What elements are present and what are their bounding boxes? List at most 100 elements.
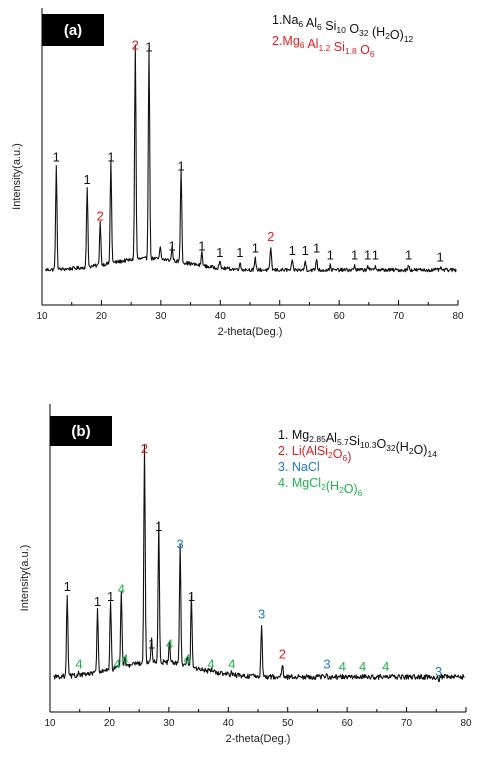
legend-text: Al xyxy=(303,16,317,30)
legend-text: O) xyxy=(414,443,428,457)
legend-text: O xyxy=(346,22,359,36)
legend-subscript: 2 xyxy=(339,485,344,495)
peak-label: 4 xyxy=(118,581,125,596)
peak-label: 3 xyxy=(177,536,184,551)
legend-text: (H xyxy=(396,440,409,454)
chart-panel-a: 10 20 30 40 50 60 70 80 2-theta(Deg.) Intensity(a… xyxy=(11,8,464,338)
legend-subscript: 10 xyxy=(336,25,346,35)
legend-entry-2: 2.Mg6 Al1.2 Si1.8 O6 xyxy=(272,34,375,59)
x-tick-label: 70 xyxy=(401,718,413,729)
x-tick-label: 30 xyxy=(155,311,167,322)
legend-subscript: 5.7 xyxy=(337,437,349,447)
legend-subscript: 10.3 xyxy=(360,440,377,450)
x-tick-label: 10 xyxy=(36,311,48,322)
legend-text: ) xyxy=(347,450,351,464)
legend-subscript: 14 xyxy=(427,449,437,459)
peak-label: 4 xyxy=(114,656,121,671)
legend-subscript: 6 xyxy=(358,488,363,498)
peak-label: 1 xyxy=(177,158,184,173)
legend-text: O) xyxy=(344,482,358,496)
peak-label: 1 xyxy=(289,243,296,258)
legend-text: O) xyxy=(390,28,404,42)
peak-label: 1 xyxy=(145,40,152,55)
peak-label: 1 xyxy=(351,247,358,262)
legend-text: Al xyxy=(305,37,319,51)
peak-label: 2 xyxy=(97,209,104,224)
peak-label: 1 xyxy=(53,149,60,164)
peak-label: 1 xyxy=(216,245,223,260)
legend-text: O xyxy=(357,43,370,57)
legend-entry-2: 2. Li(AlSi2O6) xyxy=(278,444,351,464)
xrd-trace xyxy=(53,444,465,683)
x-axis-title: 2-theta(Deg.) xyxy=(226,733,291,745)
legend-subscript: 6 xyxy=(317,22,322,32)
peak-label: 2 xyxy=(132,37,139,52)
peak-label: 3 xyxy=(435,664,442,679)
legend-text: 1.Na xyxy=(272,13,298,27)
chart-panel-b: 10 20 30 40 50 60 70 80 2-theta(Deg.) Intensity(a… xyxy=(19,404,472,745)
legend-subscript: 2 xyxy=(328,450,333,460)
peak-label: 1 xyxy=(198,238,205,253)
peak-label: 1 xyxy=(188,589,195,604)
peak-label: 3 xyxy=(258,606,265,621)
peak-label: 4 xyxy=(166,636,173,651)
peak-label: 1 xyxy=(64,579,71,594)
legend-text: Al xyxy=(326,431,337,445)
legend-entry-4: 4. MgCl2(H2O)6 xyxy=(278,476,363,498)
legend-text: (H xyxy=(369,25,386,39)
legend-subscript: 1.2 xyxy=(318,43,330,53)
legend-text: O xyxy=(376,437,386,451)
legend-subscript: 6 xyxy=(300,40,305,50)
legend-text: Si xyxy=(349,434,360,448)
x-tick-label: 40 xyxy=(223,718,235,729)
peak-label: 1 xyxy=(107,589,114,604)
legend-subscript: 2.85 xyxy=(309,434,326,444)
legend-text: O xyxy=(333,447,343,461)
peak-label: 1 xyxy=(372,247,379,262)
peak-label: 3 xyxy=(323,656,330,671)
peak-label: 1 xyxy=(94,594,101,609)
legend-text: (H xyxy=(326,479,339,493)
peak-label: 1 xyxy=(405,247,412,262)
panel-badge xyxy=(42,14,104,46)
x-axis-title: 2-theta(Deg.) xyxy=(218,326,283,338)
peak-label: 4 xyxy=(359,659,366,674)
peak-label: 2 xyxy=(279,646,286,661)
peak-label: 1 xyxy=(313,241,320,256)
x-tick-label: 80 xyxy=(460,718,472,729)
peak-label: 1 xyxy=(252,241,259,256)
legend-entry-1: 1. Mg2.85Al5.7Si10.3O32(H2O)14 xyxy=(278,428,437,459)
peak-label: 1 xyxy=(236,245,243,260)
legend-subscript: 32 xyxy=(359,28,369,38)
legend-subscript: 6 xyxy=(343,453,348,463)
legend-entry-3: 3. NaCl xyxy=(278,460,320,474)
peak-label: 1 xyxy=(327,247,334,262)
y-axis-title: Intensity(a.u.) xyxy=(11,143,23,210)
legend-subscript: 2 xyxy=(409,446,414,456)
peak-label: 4 xyxy=(207,656,214,671)
panel-badge xyxy=(50,416,112,446)
peak-label: 1 xyxy=(155,519,162,534)
legend-text: Si xyxy=(322,19,337,33)
x-tick-label: 70 xyxy=(393,311,405,322)
peak-label: 4 xyxy=(382,659,389,674)
legend-subscript: 32 xyxy=(386,443,396,453)
x-tick-label: 20 xyxy=(104,718,116,729)
peak-label: 2 xyxy=(267,229,274,244)
peak-label: 1 xyxy=(364,247,371,262)
peak-label: 1 xyxy=(107,149,114,164)
panel-label: (b) xyxy=(71,423,90,440)
legend-text: 2.Mg xyxy=(272,34,300,48)
peak-label: 4 xyxy=(184,651,191,666)
legend-text: Si xyxy=(330,40,345,54)
peak-label: 4 xyxy=(339,659,346,674)
y-axis-title: Intensity(a.u.) xyxy=(19,545,31,612)
legend-subscript: 6 xyxy=(298,19,303,29)
peak-label: 1 xyxy=(148,636,155,651)
legend-subscript: 2 xyxy=(321,482,326,492)
legend-text: 3. NaCl xyxy=(278,460,320,474)
x-tick-label: 60 xyxy=(334,311,346,322)
legend-text: 1. Mg xyxy=(278,428,309,442)
legend-entry-1: 1.Na6 Al6 Si10 O32 (H2O)12 xyxy=(272,13,414,44)
